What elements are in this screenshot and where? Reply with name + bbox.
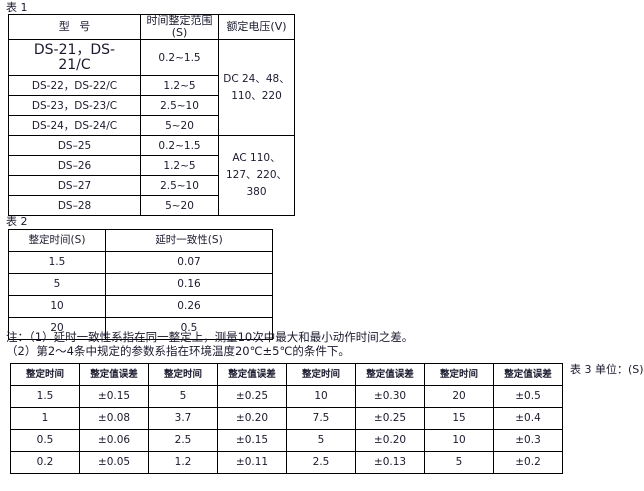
table3-cell: ±0.11 xyxy=(217,451,287,474)
table2-cell-consistency: 0.07 xyxy=(105,251,273,274)
table2-cell-time: 20 xyxy=(8,317,106,340)
table-row: DS-21，DS-21/C 0.2~1.5 DC 24、48、110、220 xyxy=(8,39,295,136)
table3-cell: 0.2 xyxy=(10,451,80,474)
table1-cell-voltage-ac: AC 110、127、220、380 xyxy=(218,135,295,216)
table1-cell-model: DS-24，DS-24/C xyxy=(8,115,141,136)
table3-cell: 0.5 xyxy=(10,429,80,452)
table2-cell-time: 1.5 xyxy=(8,251,106,274)
table-row: 20 0.5 xyxy=(8,317,273,340)
table3-cell: 1.2 xyxy=(148,451,218,474)
table1-caption: 表 1 xyxy=(6,1,28,14)
table1-cell-voltage-dc: DC 24、48、110、220 xyxy=(218,39,295,136)
table3-cell: 1 xyxy=(10,407,80,430)
table3-cell: ±0.08 xyxy=(79,407,149,430)
table3-cell: ±0.2 xyxy=(493,451,563,474)
table-row: DS–25 0.2~1.5 AC 110、127、220、380 xyxy=(8,135,295,216)
table-row: 1 ±0.08 3.7 ±0.20 7.5 ±0.25 15 ±0.4 xyxy=(10,407,563,430)
table3-header-set-time-1: 整定时间 xyxy=(10,363,80,386)
table3-header-error-2: 整定值误差 xyxy=(217,363,287,386)
table1-header-row: 型 号 时间整定范围(S) 额定电压(V) xyxy=(8,14,295,40)
table2-caption: 表 2 xyxy=(6,215,28,228)
table1-cell-model: DS-23，DS-23/C xyxy=(8,95,141,116)
table1-header-range: 时间整定范围(S) xyxy=(140,14,219,40)
table1-cell-range: 5~20 xyxy=(140,195,219,216)
table2-cell-consistency: 0.5 xyxy=(105,317,273,340)
table1-header-model: 型 号 xyxy=(8,14,141,40)
table1-header-voltage: 额定电压(V) xyxy=(218,14,295,40)
table3-cell: 3.7 xyxy=(148,407,218,430)
table-row: 1.5 ±0.15 5 ±0.25 10 ±0.30 20 ±0.5 xyxy=(10,385,563,408)
table3-cell: 2.5 xyxy=(148,429,218,452)
table3-cell: ±0.20 xyxy=(217,407,287,430)
table3-cell: ±0.25 xyxy=(217,385,287,408)
table-row: DS–28 5~20 xyxy=(8,195,295,216)
table2-header-row: 整定时间(S) 延时一致性(S) xyxy=(8,229,273,252)
table2-cell-consistency: 0.26 xyxy=(105,295,273,318)
table3-cell: 5 xyxy=(424,451,494,474)
table3-cell: 10 xyxy=(424,429,494,452)
table3-header-set-time-4: 整定时间 xyxy=(424,363,494,386)
table1-cell-model: DS–27 xyxy=(8,175,141,196)
table3-header-error-1: 整定值误差 xyxy=(79,363,149,386)
table3-caption: 表 3 单位：(S) xyxy=(570,363,644,376)
table-row: DS–27 2.5~10 xyxy=(8,175,295,196)
table3-cell: 10 xyxy=(286,385,356,408)
table3-cell: 1.5 xyxy=(10,385,80,408)
table3-cell: 7.5 xyxy=(286,407,356,430)
table3-cell: ±0.20 xyxy=(355,429,425,452)
table1-cell-range: 5~20 xyxy=(140,115,219,136)
table3-cell: ±0.13 xyxy=(355,451,425,474)
table3-header-row: 整定时间 整定值误差 整定时间 整定值误差 整定时间 整定值误差 整定时间 整定… xyxy=(10,363,563,386)
table2-header-set-time: 整定时间(S) xyxy=(8,229,106,252)
table1-cell-range: 1.2~5 xyxy=(140,155,219,176)
table1-cell-model: DS-22，DS-22/C xyxy=(8,75,141,96)
table1-cell-range: 0.2~1.5 xyxy=(140,39,219,76)
table1-cell-model: DS–25 xyxy=(8,135,141,156)
table3-cell: 2.5 xyxy=(286,451,356,474)
table3-header-set-time-3: 整定时间 xyxy=(286,363,356,386)
table2-cell-time: 10 xyxy=(8,295,106,318)
table-1: 型 号 时间整定范围(S) 额定电压(V) DS-21，DS-21/C 0.2~… xyxy=(8,14,295,216)
table-row: DS-24，DS-24/C 5~20 xyxy=(8,115,295,136)
table3-cell: ±0.3 xyxy=(493,429,563,452)
table3-cell: 5 xyxy=(286,429,356,452)
table1-cell-range: 0.2~1.5 xyxy=(140,135,219,156)
table3-cell: ±0.06 xyxy=(79,429,149,452)
table3-cell: ±0.5 xyxy=(493,385,563,408)
table2-cell-time: 5 xyxy=(8,273,106,296)
table3-cell: ±0.30 xyxy=(355,385,425,408)
table3-cell: ±0.15 xyxy=(217,429,287,452)
table-2: 整定时间(S) 延时一致性(S) 1.5 0.07 5 0.16 10 0.26… xyxy=(8,229,273,340)
table1-cell-model: DS–28 xyxy=(8,195,141,216)
table3-cell: 15 xyxy=(424,407,494,430)
table1-cell-range: 1.2~5 xyxy=(140,75,219,96)
table1-cell-range: 2.5~10 xyxy=(140,175,219,196)
table-row: 10 0.26 xyxy=(8,295,273,318)
table3-cell: ±0.4 xyxy=(493,407,563,430)
table1-cell-range: 2.5~10 xyxy=(140,95,219,116)
table-row: 5 0.16 xyxy=(8,273,273,296)
table3-cell: ±0.15 xyxy=(79,385,149,408)
table-3: 整定时间 整定值误差 整定时间 整定值误差 整定时间 整定值误差 整定时间 整定… xyxy=(10,363,563,474)
table2-header-consistency: 延时一致性(S) xyxy=(105,229,273,252)
note-line-1: 注：（1）延时一致性系指在同一整定上，测量10次中最大和最小动作时间之差。 xyxy=(6,330,414,344)
table2-cell-consistency: 0.16 xyxy=(105,273,273,296)
table-row: 0.2 ±0.05 1.2 ±0.11 2.5 ±0.13 5 ±0.2 xyxy=(10,451,563,474)
table3-header-error-4: 整定值误差 xyxy=(493,363,563,386)
table3-cell: ±0.05 xyxy=(79,451,149,474)
table3-header-set-time-2: 整定时间 xyxy=(148,363,218,386)
note-line-2: （2）第2～4条中规定的参数系指在环境温度20℃±5℃的条件下。 xyxy=(6,344,350,358)
table3-header-error-3: 整定值误差 xyxy=(355,363,425,386)
table1-cell-model: DS–26 xyxy=(8,155,141,176)
table3-cell: ±0.25 xyxy=(355,407,425,430)
table3-cell: 5 xyxy=(148,385,218,408)
table1-cell-model: DS-21，DS-21/C xyxy=(8,39,141,76)
table-row: 0.5 ±0.06 2.5 ±0.15 5 ±0.20 10 ±0.3 xyxy=(10,429,563,452)
table-row: 1.5 0.07 xyxy=(8,251,273,274)
table3-cell: 20 xyxy=(424,385,494,408)
